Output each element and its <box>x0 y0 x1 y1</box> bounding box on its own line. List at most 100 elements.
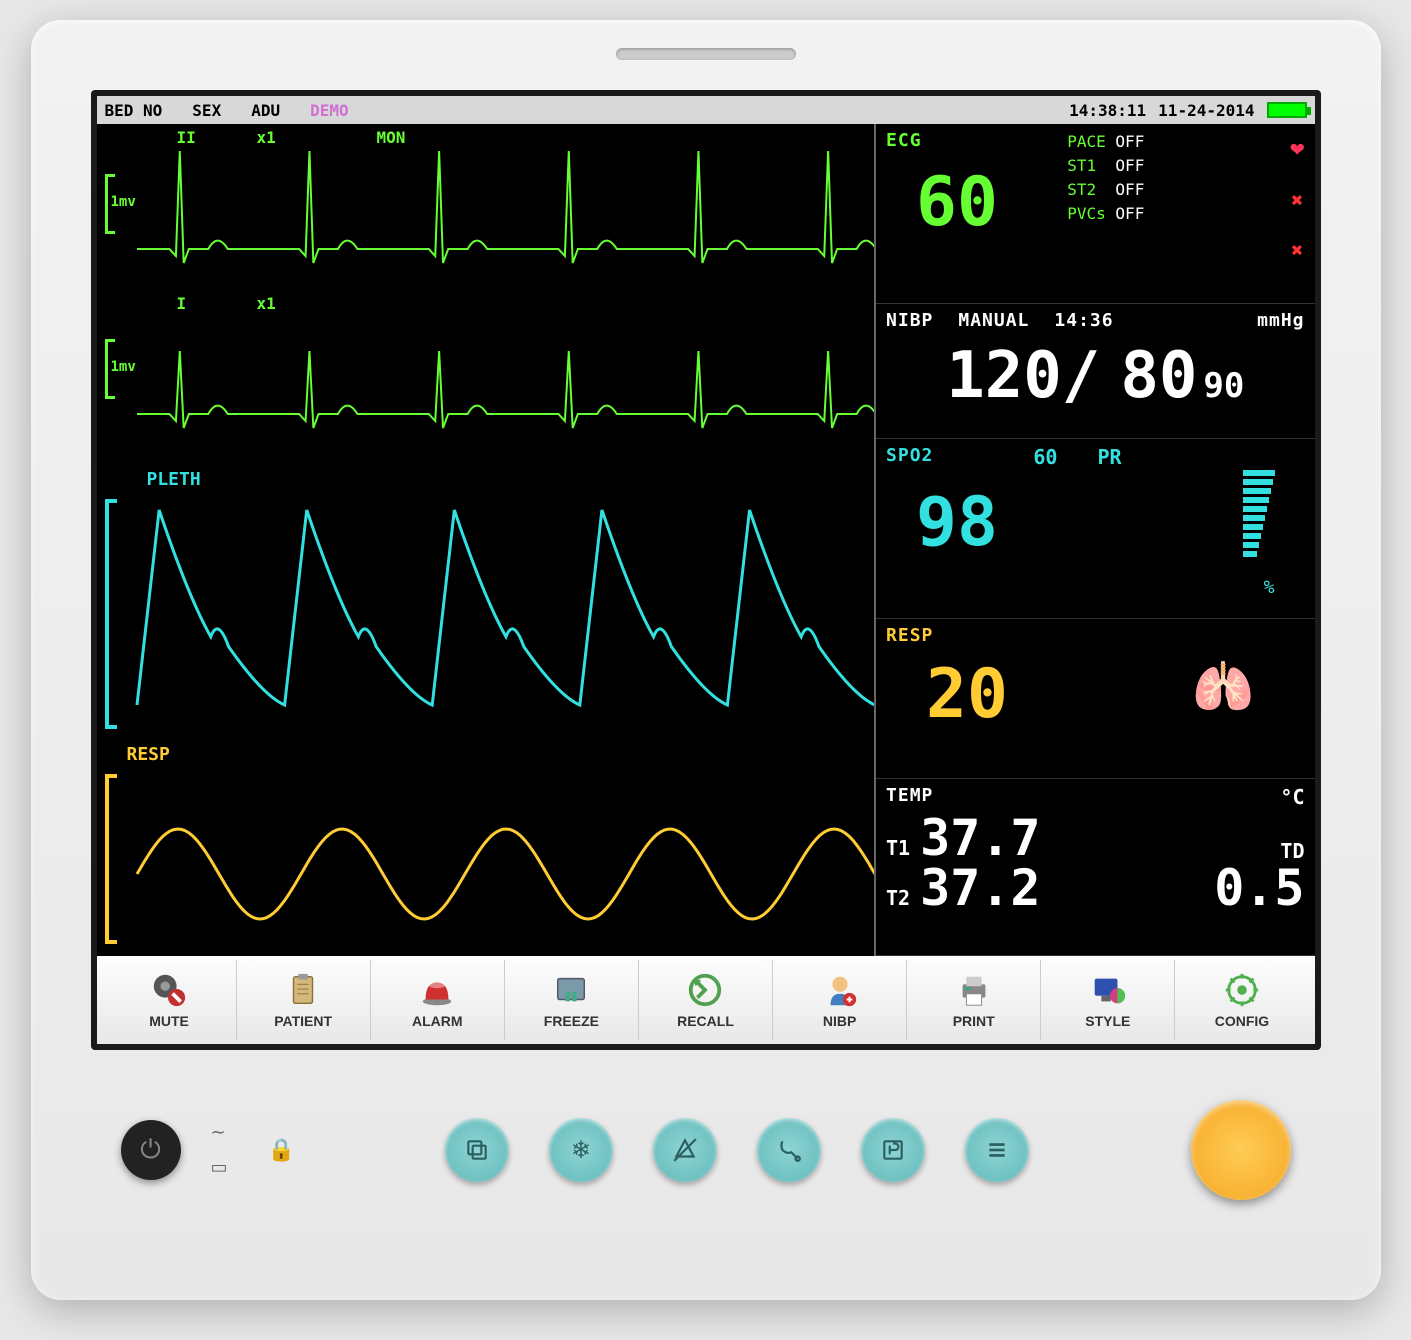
nibp-box[interactable]: NIBP MANUAL 14:36 mmHg 120 / 80 90 <box>876 304 1314 439</box>
nibp-unit: mmHg <box>1257 310 1304 331</box>
pace-label: PACE <box>1067 132 1106 151</box>
mute-button[interactable]: MUTE <box>103 960 237 1040</box>
waveform-pane: II x1 MON 1mv I <box>97 124 877 956</box>
lungs-icon: 🫁 <box>1192 658 1254 717</box>
st2-val: OFF <box>1115 180 1144 199</box>
nibp-icon <box>821 971 859 1009</box>
t2-val: 37.2 <box>920 863 1040 913</box>
rotary-knob[interactable] <box>1191 1100 1291 1200</box>
freeze-label: FREEZE <box>544 1013 599 1029</box>
nibp-label: NIBP <box>823 1013 856 1029</box>
hardware-panel: ⏻ ∼ ▭ 🔒 ❄ <box>91 1100 1321 1200</box>
mute-icon <box>150 971 188 1009</box>
toolbar: MUTE PATIENT ALARM FREEZE RECALL NIBP PRINT STY… <box>97 956 1315 1044</box>
ac-icon: ∼ <box>211 1122 228 1143</box>
mute-label: MUTE <box>149 1013 189 1029</box>
demo-label: DEMO <box>310 101 349 120</box>
resp-value: 20 <box>926 661 1008 729</box>
temp-title: TEMP <box>886 785 933 809</box>
adu-label: ADU <box>251 101 280 120</box>
config-icon <box>1223 971 1261 1009</box>
pvc-val: OFF <box>1115 204 1144 223</box>
ecg-hr-value: 60 <box>916 169 998 237</box>
spo2-pct: % <box>1264 577 1275 598</box>
hw-record-button[interactable] <box>861 1118 925 1182</box>
spo2-bargraph <box>1243 470 1275 557</box>
style-label: STYLE <box>1085 1013 1130 1029</box>
ecg-box[interactable]: ECG PACE OFF ST1 OFF ST2 OFF PVCs OFF ❤ … <box>876 124 1314 304</box>
alarm-off-icon-2: ✖ <box>1291 238 1303 262</box>
style-button[interactable]: STYLE <box>1041 960 1175 1040</box>
nibp-button[interactable]: NIBP <box>773 960 907 1040</box>
hw-freeze-button[interactable]: ❄ <box>549 1118 613 1182</box>
resp-waveform <box>97 754 875 954</box>
style-icon <box>1089 971 1127 1009</box>
temp-unit: °C <box>1280 785 1304 809</box>
config-label: CONFIG <box>1215 1013 1269 1029</box>
temp-box[interactable]: TEMP °C T137.7 T237.2 TD 0.5 <box>876 779 1314 956</box>
ecg1-waveform <box>97 309 875 449</box>
power-button[interactable]: ⏻ <box>121 1120 181 1180</box>
bed-label: BED NO <box>105 101 163 120</box>
patient-button[interactable]: PATIENT <box>237 960 371 1040</box>
hardware-buttons: ❄ <box>445 1118 1029 1182</box>
t2-label: T2 <box>886 886 910 910</box>
sex-label: SEX <box>192 101 221 120</box>
st2-label: ST2 <box>1067 180 1096 199</box>
clock-date: 11-24-2014 <box>1158 101 1254 120</box>
recall-button[interactable]: RECALL <box>639 960 773 1040</box>
freeze-icon <box>552 971 590 1009</box>
speaker-grille <box>616 48 796 60</box>
lock-icon: 🔒 <box>268 1137 295 1163</box>
device-bezel: BED NO SEX ADU DEMO 14:38:11 11-24-2014 … <box>31 20 1381 1300</box>
print-icon <box>955 971 993 1009</box>
pace-val: OFF <box>1115 132 1144 151</box>
monitor-screen: BED NO SEX ADU DEMO 14:38:11 11-24-2014 … <box>91 90 1321 1050</box>
nibp-time: 14:36 <box>1054 310 1113 331</box>
nibp-title: NIBP <box>886 310 933 331</box>
status-bar: BED NO SEX ADU DEMO 14:38:11 11-24-2014 <box>97 96 1315 124</box>
recall-icon <box>686 971 724 1009</box>
nibp-mode: MANUAL <box>958 310 1029 331</box>
alarm-off-icon: ✖ <box>1291 188 1303 212</box>
st1-label: ST1 <box>1067 156 1096 175</box>
battery-charge-icon: ▭ <box>211 1157 228 1178</box>
hw-nibp-button[interactable] <box>757 1118 821 1182</box>
spo2-title: SPO2 <box>886 445 933 469</box>
td-val: 0.5 <box>1214 863 1304 913</box>
t1-val: 37.7 <box>920 813 1040 863</box>
pleth-waveform <box>97 484 875 744</box>
nibp-dia: 80 <box>1120 339 1197 413</box>
alarm-icon <box>418 971 456 1009</box>
battery-icon <box>1267 102 1307 118</box>
pvc-label: PVCs <box>1067 204 1106 223</box>
power-indicators: ∼ ▭ <box>211 1122 228 1178</box>
nibp-mean: 90 <box>1203 366 1244 406</box>
resp-title: RESP <box>886 625 933 646</box>
spo2-value: 98 <box>916 489 998 557</box>
main-area: II x1 MON 1mv I <box>97 124 1315 956</box>
ecg2-waveform <box>97 144 875 284</box>
nibp-slash: / <box>1062 339 1101 413</box>
spo2-pr-val: 60 <box>1033 445 1057 469</box>
alarm-button[interactable]: ALARM <box>371 960 505 1040</box>
print-button[interactable]: PRINT <box>907 960 1041 1040</box>
hw-menu-button[interactable] <box>965 1118 1029 1182</box>
heart-icon: ❤ <box>1290 134 1304 162</box>
clock-time: 14:38:11 <box>1069 101 1146 120</box>
freeze-button[interactable]: FREEZE <box>505 960 639 1040</box>
patient-icon <box>284 971 322 1009</box>
hw-alarm-button[interactable] <box>653 1118 717 1182</box>
alarm-label: ALARM <box>412 1013 463 1029</box>
st1-val: OFF <box>1115 156 1144 175</box>
resp-box[interactable]: RESP 20 🫁 <box>876 619 1314 779</box>
nibp-sys: 120 <box>946 339 1062 413</box>
patient-label: PATIENT <box>274 1013 332 1029</box>
spo2-box[interactable]: SPO2 60 PR 98 % <box>876 439 1314 619</box>
recall-label: RECALL <box>677 1013 734 1029</box>
hw-copy-button[interactable] <box>445 1118 509 1182</box>
config-button[interactable]: CONFIG <box>1175 960 1308 1040</box>
vitals-pane: ECG PACE OFF ST1 OFF ST2 OFF PVCs OFF ❤ … <box>876 124 1314 956</box>
t1-label: T1 <box>886 836 910 860</box>
spo2-pr-label: PR <box>1097 445 1121 469</box>
